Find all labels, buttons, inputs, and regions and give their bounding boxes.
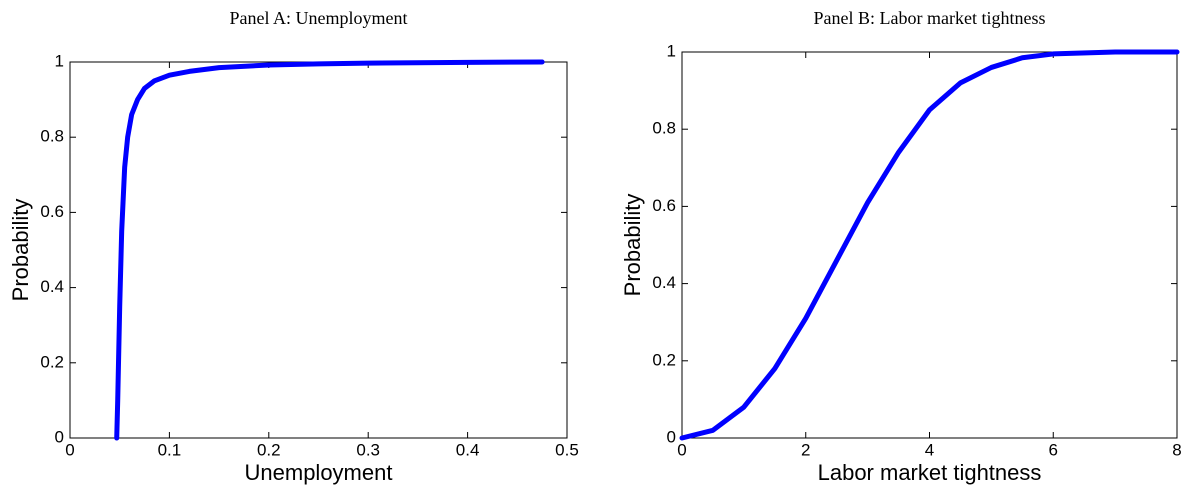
y-tick-label: 0.6	[40, 202, 64, 221]
x-tick-label: 8	[1172, 440, 1181, 459]
x-tick-label: 0.3	[356, 440, 380, 459]
y-tick-label: 0	[55, 427, 64, 446]
y-tick-label: 1	[667, 41, 676, 60]
data-line	[679, 49, 1180, 441]
x-tick-label: 4	[925, 440, 934, 459]
x-tick-label: 0	[677, 440, 686, 459]
axes-box	[69, 61, 568, 439]
chart-title: Panel B: Labor market tightness	[814, 8, 1046, 28]
y-tick-label: 0	[667, 427, 676, 446]
y-tick-label: 0.2	[652, 350, 676, 369]
chart-title: Panel A: Unemployment	[230, 8, 408, 28]
y-tick-label: 0.4	[652, 273, 676, 292]
y-tick-label: 0.2	[40, 352, 64, 371]
x-tick-label: 6	[1049, 440, 1058, 459]
x-axis-label: Unemployment	[245, 460, 393, 485]
x-tick-label: 0	[65, 440, 74, 459]
y-axis-label: Probability	[8, 199, 33, 302]
y-tick-label: 0.4	[40, 277, 64, 296]
x-tick-label: 0.5	[555, 440, 579, 459]
y-axis-label: Probability	[620, 194, 645, 297]
y-tick-label: 0.8	[40, 127, 64, 146]
y-tick-label: 1	[55, 51, 64, 70]
x-tick-label: 0.4	[456, 440, 480, 459]
x-axis-label: Labor market tightness	[818, 460, 1042, 485]
y-tick-label: 0.6	[652, 196, 676, 215]
x-tick-label: 0.1	[158, 440, 182, 459]
y-tick-label: 0.8	[652, 119, 676, 138]
data-line	[114, 59, 545, 441]
x-tick-label: 2	[801, 440, 810, 459]
x-tick-label: 0.2	[257, 440, 281, 459]
